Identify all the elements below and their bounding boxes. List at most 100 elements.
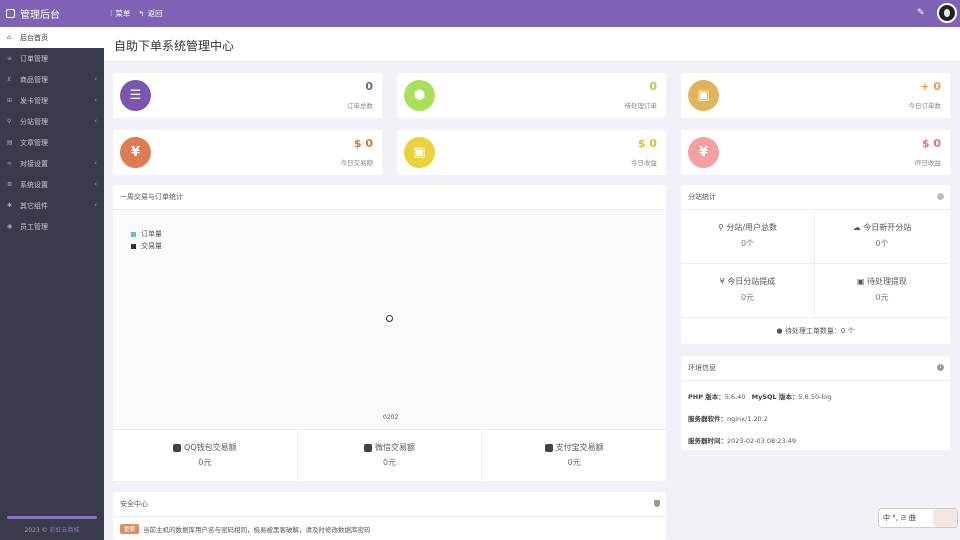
sidebar-item[interactable]: ∞ 对接设置 ‹ [0,153,104,174]
x-tick-label: 0202 [383,414,399,421]
qq-icon [173,443,182,452]
stat-card: ☰ 0 订单总数 [113,73,382,118]
sitemap-icon: ⚲ [7,118,12,125]
stat-card: ▣ + 0 今日订单数 [681,73,950,118]
list-icon: ☰ [120,80,151,111]
info-icon: i [937,364,944,371]
sidebar-item-label: 对接设置 [20,159,48,168]
sidebar-item[interactable]: ▤ 文章管理 [0,132,104,153]
substation-new-today: ☁ 今日新开分站 0个 [815,210,949,264]
shield-icon [654,500,660,507]
cart-icon: ⊻ [7,76,12,83]
money-icon: ▣ [856,277,868,286]
mascot-icon [933,509,957,527]
chevron-left-icon: ‹ [94,117,97,125]
top-nav: ⁝ 菜单 ↰ 返回 [110,0,163,27]
substation-panel: 分站统计 ⚲ 分站/用户总数 0个 ☁ 今日新开分站 0个 ¥ 今日分站提成 0… [681,185,950,344]
sidebar: ⌂ 后台首页 ≡ 订单管理 ⊻ 商品管理 ‹ ⊞ 发卡管理 ‹ ⚲ 分站管理 ‹ ▤ 文章管理 ∞ 对接设置 ‹ ⚙… [0,27,104,540]
trade-summary: QQ钱包交易额 0元 微信交易额 0元 支付宝交易额 0元 [113,429,666,481]
sidebar-item-label: 发卡管理 [20,96,48,105]
security-header: 安全中心 [113,492,666,517]
stat-card: ¥ $ 0 今日交易额 [113,130,382,175]
ticket-count[interactable]: ● 待处理工单数量：0 个 [776,327,855,335]
puzzle-icon: ✱ [7,202,13,209]
sidebar-footer: 2023 © 彩虹云商城 [24,527,80,534]
link-icon: ∞ [7,160,12,167]
stat-value: $ 0 [637,137,657,150]
stat-value: 0 [649,80,657,93]
important-badge: 重要 [120,524,140,534]
page-header: 自助下单系统管理中心 [104,27,960,62]
chevron-left-icon: ‹ [94,159,97,167]
stat-value: $ 0 [921,137,941,150]
stat-label: 昨日收益 [915,159,941,167]
env-server: 服务器软件：nginx/1.20.2 [688,415,768,423]
menu-button[interactable]: ⁝ 菜单 [110,9,131,18]
chat-icon: ● [776,327,785,335]
legend-item-volume[interactable]: 交易量 [131,240,162,252]
env-time: 服务器时间：2023-02-03 08:23:49 [688,437,797,445]
status-dot-icon [937,193,944,200]
env-versions: PHP 版本：5.6.40 MySQL 版本：5.6.50-log [688,393,832,401]
sidebar-item-label: 其它组件 [20,201,48,210]
sidebar-item-label: 员工管理 [20,222,48,231]
doc-icon: ▤ [7,139,13,146]
home-icon: ⌂ [7,34,11,41]
footer-link[interactable]: 彩虹云商城 [49,527,80,534]
sidebar-menu: ⌂ 后台首页 ≡ 订单管理 ⊻ 商品管理 ‹ ⊞ 发卡管理 ‹ ⚲ 分站管理 ‹ ▤ 文章管理 ∞ 对接设置 ‹ ⚙… [0,27,104,237]
yen-icon: ¥ [688,137,719,168]
stat-card: ⬢ 0 待处理订单 [397,73,666,118]
stat-label: 今日订单数 [908,102,942,110]
brand[interactable]: 管理后台 [0,0,104,27]
wechat-icon [364,443,372,452]
briefcase-icon: ▣ [688,80,719,111]
legend-swatch [131,231,136,237]
chart-legend: 订单量 交易量 [131,228,162,252]
sidebar-item[interactable]: ⊞ 发卡管理 ‹ [0,90,104,111]
sidebar-item[interactable]: ⌂ 后台首页 [0,27,104,48]
brand-title: 管理后台 [20,10,60,21]
security-alert: 重要 当前主机的数据库用户名与密码相同，极易被黑客破解，请及时修改数据库密码 [120,524,371,534]
substation-header: 分站统计 [681,185,950,210]
avatar[interactable] [937,3,957,23]
sidebar-item[interactable]: ⚙ 系统设置 ‹ [0,174,104,195]
stat-label: 今日交易额 [340,159,374,167]
grid-icon: ⊞ [7,97,13,104]
substation-grid: ⚲ 分站/用户总数 0个 ☁ 今日新开分站 0个 ¥ 今日分站提成 0元 ▣ 待… [681,210,950,318]
top-bar: 管理后台 ⁝ 菜单 ↰ 返回 ✎ [0,0,960,27]
ime-widget[interactable]: 中 °, ㄹ 曲 [878,508,958,528]
sidebar-item[interactable]: ◉ 员工管理 [0,216,104,237]
legend-item-orders[interactable]: 订单量 [131,228,162,240]
gear-icon: ⚙ [7,181,13,188]
sidebar-item[interactable]: ⚲ 分站管理 ‹ [0,111,104,132]
stat-label: 订单总数 [347,102,373,110]
list-icon: ≡ [7,55,13,62]
sidebar-item-label: 文章管理 [20,138,48,147]
menu-icon: ⁝ [110,9,113,18]
env-header: 环境信息 i [681,356,950,381]
stat-value: + 0 [920,80,941,93]
substation-withdraw: ▣ 待处理提现 0元 [815,264,949,318]
sidebar-item-label: 商品管理 [20,75,48,84]
sidebar-item-label: 订单管理 [20,54,48,63]
chevron-left-icon: ‹ [94,180,97,188]
stat-label: 今日收益 [631,159,657,167]
sidebar-item[interactable]: ≡ 订单管理 [0,48,104,69]
wrench-icon[interactable]: ✎ [917,8,925,18]
back-icon: ↰ [138,9,145,18]
user-icon: ◉ [7,223,13,230]
cube-icon: ⬢ [404,80,435,111]
stat-value: $ 0 [353,137,373,150]
trade-wechat: 微信交易额 0元 [298,430,483,481]
substation-total: ⚲ 分站/用户总数 0个 [681,210,815,264]
page-title: 自助下单系统管理中心 [114,39,235,53]
sidebar-item[interactable]: ✱ 其它组件 ‹ [0,195,104,216]
back-button[interactable]: ↰ 返回 [138,9,163,18]
yen-icon: ¥ [120,137,151,168]
yen-icon: ¥ [719,277,728,286]
security-panel: 安全中心 重要 当前主机的数据库用户名与密码相同，极易被黑客破解，请及时修改数据… [113,492,666,540]
card-icon [544,443,553,452]
sidebar-item[interactable]: ⊻ 商品管理 ‹ [0,69,104,90]
chevron-left-icon: ‹ [94,96,97,104]
cloud-icon: ☁ [852,223,864,232]
